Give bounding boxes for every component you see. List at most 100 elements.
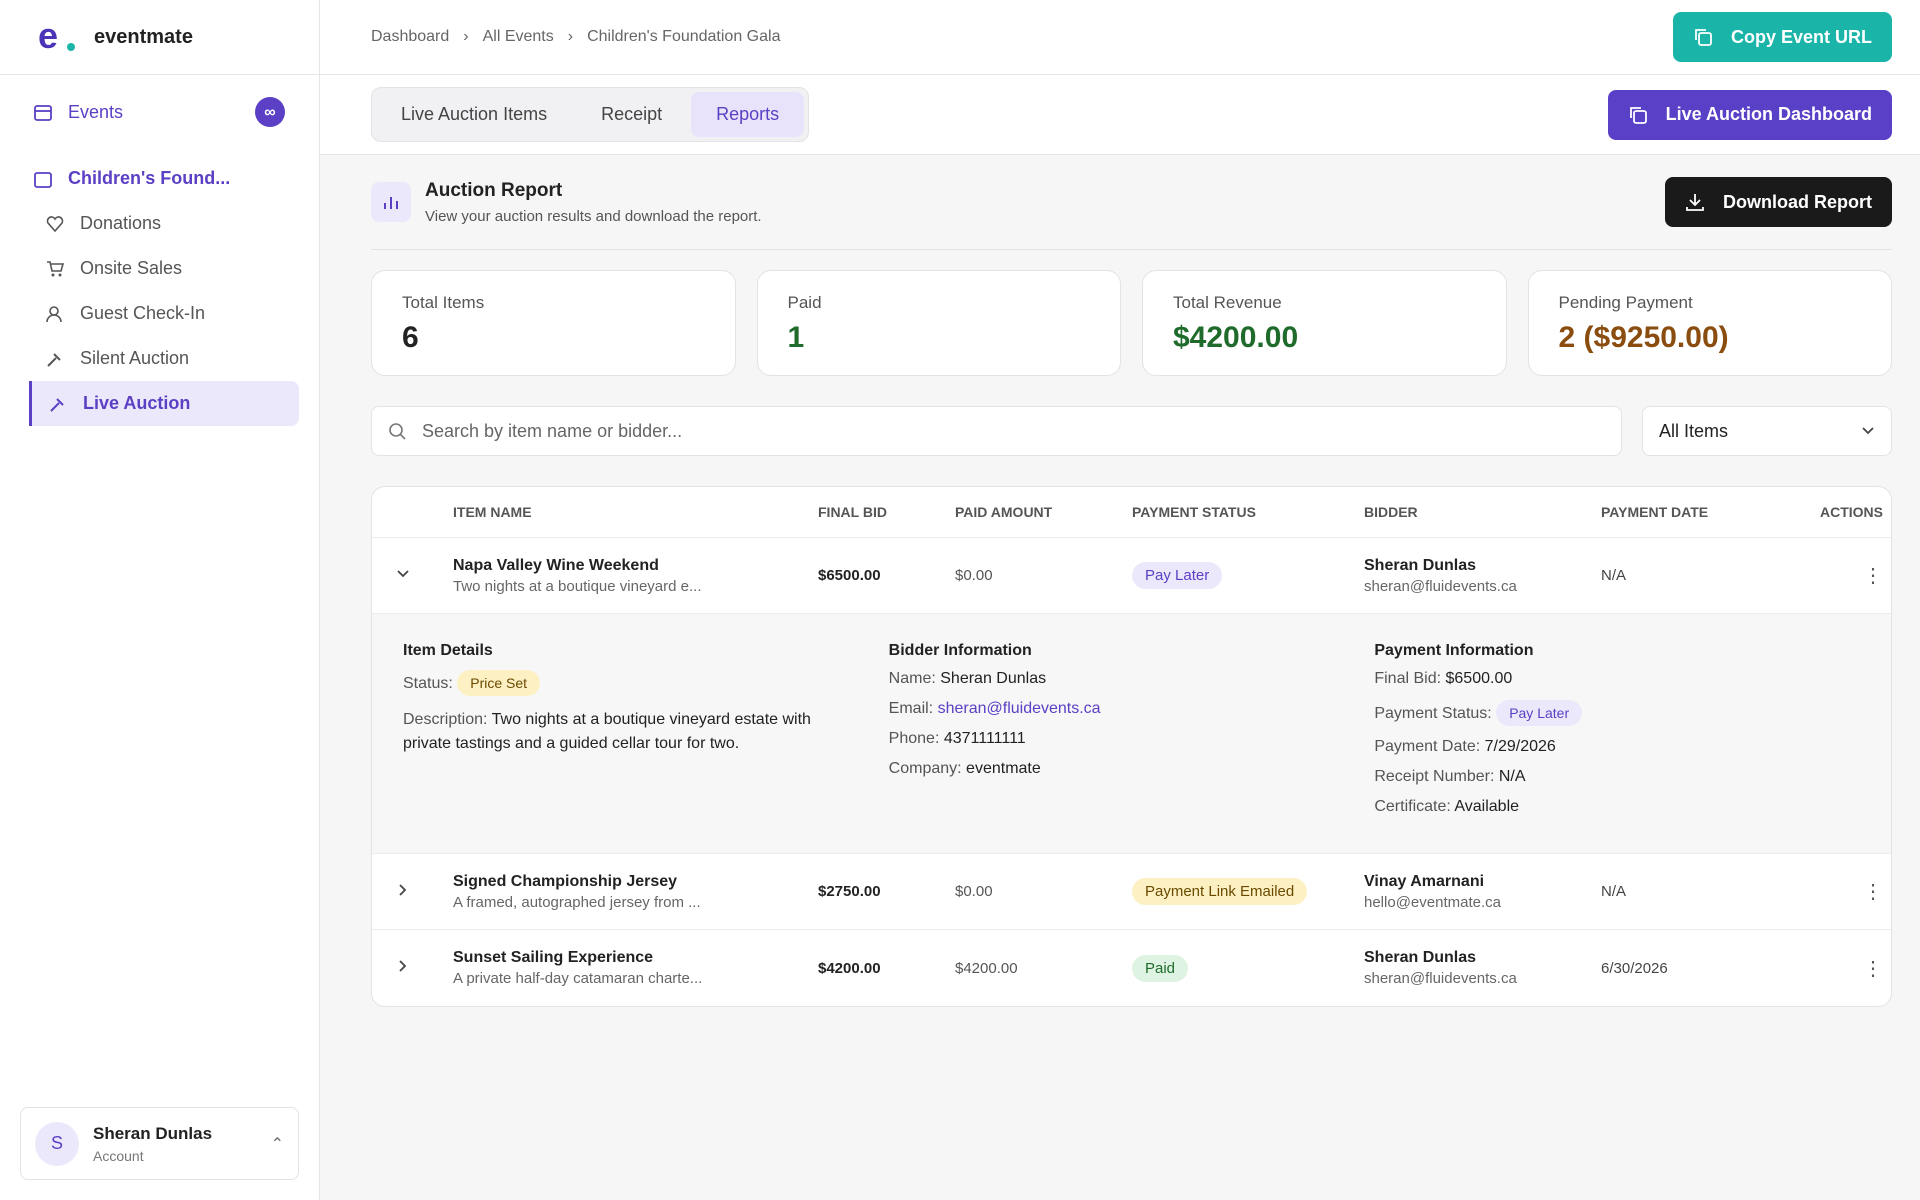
final-bid: $2750.00 — [818, 883, 881, 900]
actions-menu[interactable]: ⋮ — [1863, 881, 1883, 903]
item-desc: Two nights at a boutique vineyard e... — [453, 577, 702, 595]
field-value: N/A — [1498, 768, 1526, 785]
stat-card: Total Revenue $4200.00 — [1142, 270, 1507, 376]
column-header: PAYMENT DATE — [1601, 504, 1709, 520]
detail-field: Email: sheran@fluidevents.ca — [889, 700, 1375, 718]
filter-select[interactable]: All Items — [1642, 406, 1892, 456]
field-label: Description: — [403, 711, 488, 728]
stat-value: 6 — [402, 321, 419, 354]
tab[interactable]: Receipt — [601, 104, 663, 124]
paid-amount: $4200.00 — [955, 959, 1018, 977]
field-value: Available — [1454, 798, 1520, 815]
nav-item[interactable]: Donations — [0, 201, 319, 246]
nav-label: Donations — [80, 213, 162, 233]
stat-value: 1 — [787, 321, 805, 354]
svg-text:∞: ∞ — [264, 104, 275, 121]
detail-field: Receipt Number: N/A — [1374, 768, 1860, 786]
crumb[interactable]: Dashboard — [371, 28, 450, 45]
report-header: Auction Report View your auction results … — [371, 155, 1892, 250]
stat-value: 2 ($9250.00) — [1558, 321, 1729, 354]
live-dashboard-button[interactable]: Live Auction Dashboard — [1607, 89, 1892, 140]
nav-item[interactable]: Guest Check-In — [0, 291, 319, 336]
status-pill: Price Set — [457, 670, 541, 696]
icon — [1862, 427, 1874, 435]
nav-events[interactable]: Events ∞ — [0, 88, 319, 136]
nav-item[interactable]: Silent Auction — [0, 336, 319, 381]
report-title: Auction Report — [425, 179, 563, 201]
column-header: PAYMENT STATUS — [1132, 504, 1256, 520]
final-bid: $6500.00 — [818, 567, 881, 584]
final-bid: $4200.00 — [818, 959, 881, 977]
crumb[interactable]: All Events — [482, 28, 554, 45]
icon — [389, 423, 406, 440]
stat-card: Paid 1 — [756, 270, 1121, 376]
brand-name: eventmate — [94, 25, 193, 48]
field-label: Certificate: — [1374, 798, 1451, 815]
brand: e eventmate — [0, 0, 319, 75]
stat-card: Pending Payment 2 ($9250.00) — [1527, 270, 1892, 376]
filters: Search by item name or bidder... All Ite… — [371, 406, 1892, 456]
status-pill: Pay Later — [1132, 562, 1223, 589]
badge: ∞ — [255, 97, 285, 127]
column-header: FINAL BID — [818, 504, 887, 520]
user-card[interactable]: S Sheran Dunlas Account ⌃ — [20, 1107, 299, 1180]
icon — [1695, 29, 1712, 46]
field-value: Pay Later — [1496, 700, 1583, 726]
nav-item[interactable]: Onsite Sales — [0, 246, 319, 291]
expand-toggle[interactable] — [372, 959, 453, 977]
icon — [50, 397, 64, 412]
table-row[interactable]: Signed Championship Jersey A framed, auto… — [372, 854, 1891, 930]
icon — [46, 215, 64, 232]
icon — [399, 960, 407, 972]
content: Auction Report View your auction results … — [320, 155, 1920, 1007]
expand-toggle[interactable] — [372, 883, 453, 901]
stats: Total Items 6 Paid 1 Total Revenue $4200.00… — [371, 270, 1892, 376]
main: Dashboard › All Events › Children's Founda… — [320, 0, 1920, 1200]
field-value: $6500.00 — [1445, 670, 1513, 687]
bidder-email: sheran@fluidevents.ca — [1364, 577, 1517, 595]
expand-toggle[interactable] — [372, 567, 453, 585]
nav-label: Children's Found... — [68, 168, 231, 188]
user-name: Sheran Dunlas — [93, 1123, 213, 1143]
field-value: Sheran Dunlas — [940, 670, 1047, 687]
table-row[interactable]: Napa Valley Wine Weekend Two nights at a … — [372, 538, 1891, 614]
item-desc: A framed, autographed jersey from ... — [453, 893, 701, 911]
detail-field: Company: eventmate — [889, 760, 1375, 778]
detail-field: Final Bid: $6500.00 — [1374, 670, 1860, 688]
bidder-name: Sheran Dunlas — [1364, 949, 1477, 966]
button-label: Download Report — [1723, 191, 1872, 212]
payment-date: N/A — [1601, 883, 1627, 900]
icon — [34, 105, 52, 121]
download-button[interactable]: Download Report — [1665, 177, 1892, 227]
button-label: Live Auction Dashboard — [1665, 104, 1872, 124]
actions-menu[interactable]: ⋮ — [1863, 957, 1883, 980]
column-header: PAID AMOUNT — [955, 504, 1053, 520]
search-input[interactable]: Search by item name or bidder... — [371, 406, 1622, 456]
table: ITEM NAME FINAL BID PAID AMOUNT PAYMENT … — [371, 486, 1892, 1007]
nav-label: Live Auction — [83, 393, 191, 413]
button-label: Copy Event URL — [1730, 26, 1872, 47]
nav-event[interactable]: Children's Found... — [0, 156, 319, 201]
icon — [34, 171, 52, 188]
copy-url-button[interactable]: Copy Event URL — [1672, 12, 1892, 62]
detail-field: Payment Date: 7/29/2026 — [1374, 738, 1860, 756]
avatar: S — [35, 1121, 79, 1166]
tab[interactable]: Live Auction Items — [401, 104, 548, 124]
paid-amount: $0.00 — [955, 567, 993, 584]
bidder-name: Sheran Dunlas — [1364, 556, 1477, 574]
status-pill: Payment Link Emailed — [1132, 878, 1308, 905]
nav-label: Onsite Sales — [80, 258, 183, 278]
nav-item-active[interactable]: Live Auction — [29, 381, 299, 426]
field-label: Final Bid: — [1374, 670, 1442, 687]
tab-active[interactable]: Reports — [691, 92, 805, 137]
icon — [1686, 194, 1704, 211]
field-label: Payment Date: — [1374, 738, 1481, 755]
item-name: Signed Championship Jersey — [453, 872, 678, 890]
filter-value: All Items — [1659, 420, 1729, 441]
table-row[interactable]: Sunset Sailing Experience A private half-… — [372, 930, 1891, 1006]
nav-label: Events — [68, 101, 124, 122]
column-header: ACTIONS — [1820, 504, 1883, 520]
actions-menu[interactable]: ⋮ — [1863, 565, 1883, 587]
detail-title: Bidder Information — [888, 642, 1032, 659]
